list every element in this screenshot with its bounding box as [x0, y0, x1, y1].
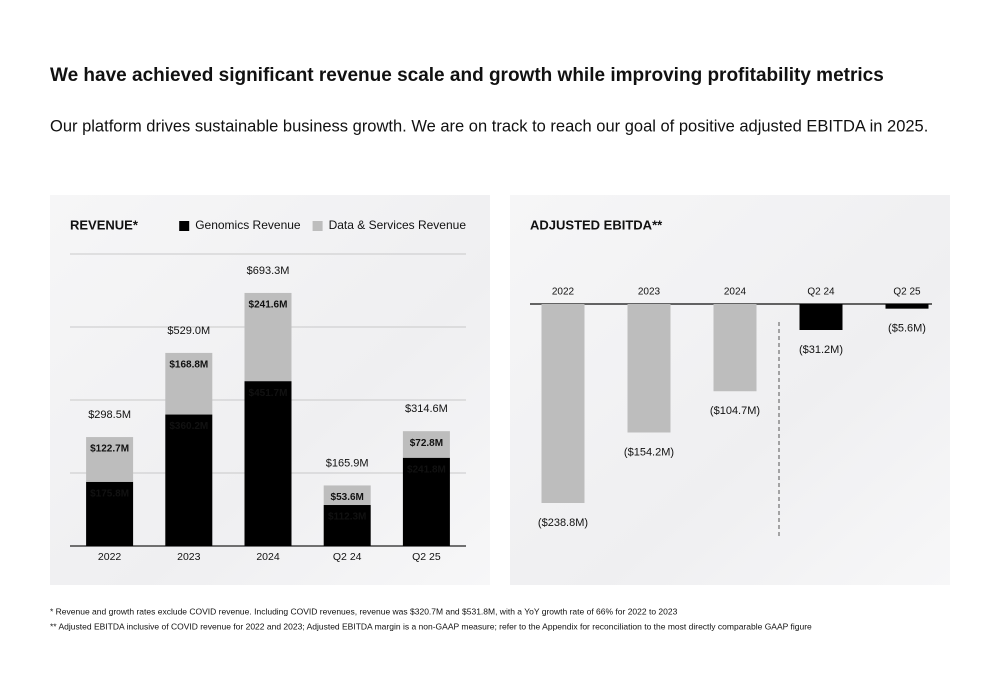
chart-title: REVENUE*	[70, 217, 139, 232]
bar	[799, 304, 843, 330]
bar	[541, 304, 585, 503]
legend-label: Data & Services Revenue	[329, 218, 467, 232]
total-label: $165.9M	[326, 457, 369, 469]
x-tick-label: 2022	[552, 287, 575, 298]
total-label: $693.3M	[247, 265, 290, 277]
data-label: ($154.2M)	[624, 446, 674, 458]
data-label: ($5.6M)	[888, 323, 926, 335]
data-label: $122.7M	[90, 444, 129, 455]
bar-segment	[86, 437, 134, 482]
slide-subtitle: Our platform drives sustainable business…	[50, 117, 928, 135]
data-label: $168.8M	[169, 360, 208, 371]
x-tick-label: Q2 25	[893, 287, 921, 298]
bar-segment	[165, 352, 213, 415]
bar-segment	[323, 505, 371, 546]
data-label: $451.7M	[249, 388, 288, 399]
bar-segment	[402, 431, 450, 458]
data-label: $360.2M	[169, 421, 208, 432]
x-tick-label: 2024	[256, 551, 280, 563]
slide-title: We have achieved significant revenue sca…	[50, 65, 884, 86]
x-tick-label: 2023	[638, 287, 661, 298]
x-tick-label: Q2 24	[807, 287, 835, 298]
data-label: $241.8M	[407, 464, 446, 475]
bar-segment	[86, 481, 134, 546]
legend-swatch	[179, 221, 190, 231]
bar-segment	[402, 457, 450, 546]
data-label: $53.6M	[331, 492, 364, 503]
chart-title: ADJUSTED EBITDA**	[530, 217, 663, 232]
x-tick-label: 2024	[724, 287, 747, 298]
x-tick-label: Q2 24	[333, 551, 362, 563]
data-label: ($31.2M)	[799, 344, 843, 356]
data-label: ($238.8M)	[538, 517, 588, 529]
data-label: ($104.7M)	[710, 405, 760, 417]
bar-segment	[244, 292, 292, 382]
bar-segment	[244, 381, 292, 546]
x-tick-label: 2022	[98, 551, 122, 563]
x-tick-label: Q2 25	[412, 551, 441, 563]
bar	[627, 304, 671, 433]
total-label: $314.6M	[405, 403, 448, 415]
legend-swatch	[312, 221, 323, 231]
data-label: $112.3M	[328, 512, 366, 523]
data-label: $72.8M	[410, 438, 443, 449]
data-label: $241.6M	[249, 300, 288, 311]
bar-segment	[323, 485, 371, 506]
legend-label: Genomics Revenue	[195, 218, 301, 232]
footnote: ** Adjusted EBITDA inclusive of COVID re…	[50, 621, 812, 631]
data-label: $175.8M	[90, 488, 129, 499]
total-label: $298.5M	[88, 409, 131, 421]
total-label: $529.0M	[167, 325, 210, 337]
bar	[713, 304, 757, 392]
x-tick-label: 2023	[177, 551, 201, 563]
bar	[885, 304, 929, 309]
bar-segment	[165, 414, 213, 546]
footnote: * Revenue and growth rates exclude COVID…	[50, 606, 678, 616]
